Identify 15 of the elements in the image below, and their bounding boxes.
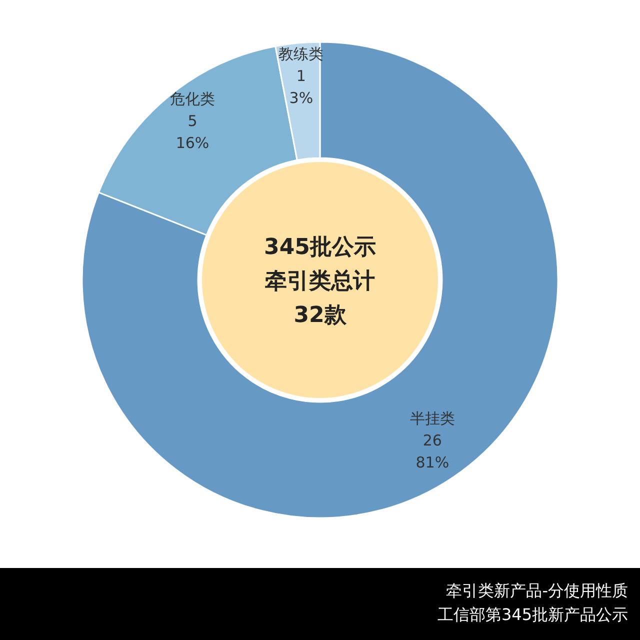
text: 牵引类新产品-分使用性质 xyxy=(446,581,628,600)
data-label: 16% xyxy=(176,134,210,152)
slice-label: 教练类 xyxy=(278,44,324,63)
text: 牵引类总计 xyxy=(265,269,375,294)
text: 1 xyxy=(296,66,306,85)
slice-label: 危化类 xyxy=(170,90,216,108)
text: 26 xyxy=(422,431,442,450)
text: 5 xyxy=(188,112,198,130)
slice-label: 半挂类 xyxy=(410,409,455,428)
data-label: 3% xyxy=(289,88,314,107)
donut-slice xyxy=(81,41,559,519)
text: 345批公示 xyxy=(264,235,376,260)
text: 32款 xyxy=(294,303,348,328)
data-label: 81% xyxy=(416,453,450,472)
text: 工信部第345批新产品公示 xyxy=(437,605,628,624)
